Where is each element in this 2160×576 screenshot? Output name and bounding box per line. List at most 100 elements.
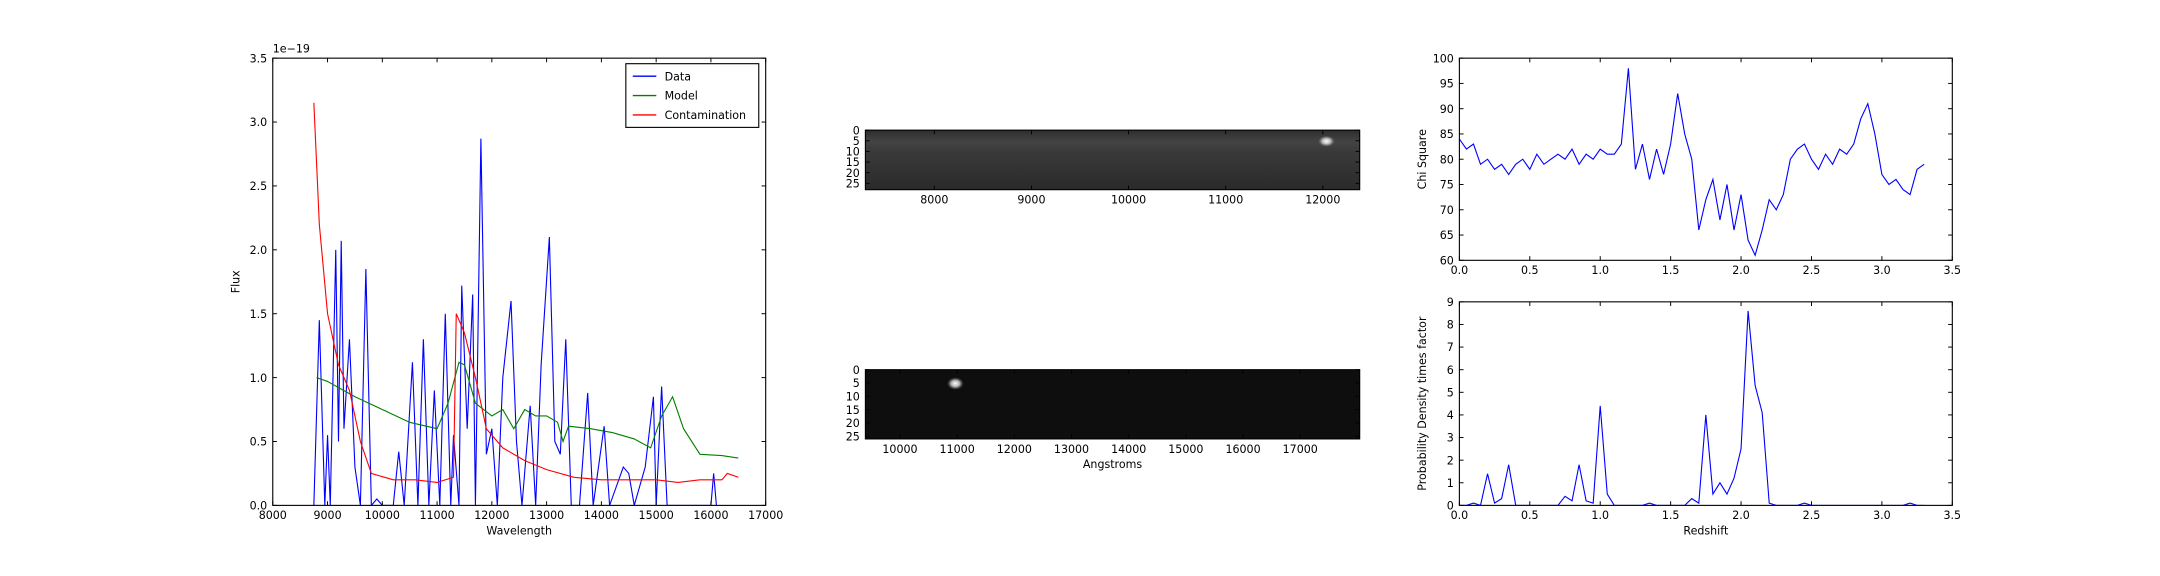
x-tick-label: 8000 <box>920 194 948 207</box>
x-tick-label: 3.5 <box>1944 264 1962 277</box>
x-tick-label: 3.5 <box>1944 509 1962 522</box>
axes-frame <box>864 129 1361 191</box>
y-axis-label: Flux <box>230 270 243 293</box>
y-tick-label: 20 <box>846 167 860 180</box>
offset-label: 1e−19 <box>273 43 310 56</box>
x-tick-label: 12000 <box>997 443 1032 456</box>
x-tick-label: 12000 <box>1305 194 1340 207</box>
chart-panel: 0.0 0.5 1.0 1.5 2.0 2.5 3.0 3.5 60 65 70 75 80 85 90 95… <box>1416 52 1961 277</box>
x-tick-label: 1.5 <box>1662 509 1680 522</box>
y-tick-label: 65 <box>1440 229 1454 242</box>
y-tick-label: 0 <box>1447 500 1454 513</box>
x-tick-label: 2.5 <box>1803 509 1821 522</box>
y-tick-label: 7 <box>1447 341 1454 354</box>
x-tick-label: 0.5 <box>1521 264 1539 277</box>
x-tick-label: 2.0 <box>1732 509 1750 522</box>
chart-panel: 0.0 0.5 1.0 1.5 2.0 2.5 3.0 3.5 0 1 2 3 4 5 6 7 8 9 Redshi… <box>1416 296 1961 537</box>
source-blob <box>1318 135 1335 147</box>
x-tick-label: 16000 <box>693 509 728 522</box>
x-tick-label: 0.0 <box>1451 509 1469 522</box>
data-line <box>1459 68 1925 257</box>
y-axis-label: Chi Square <box>1416 129 1429 189</box>
x-tick-label: 8000 <box>259 509 287 522</box>
x-tick-label: 14000 <box>1111 443 1146 456</box>
y-tick-label: 6 <box>1447 364 1454 377</box>
y-tick-label: 9 <box>1447 296 1454 309</box>
y-tick-label: 100 <box>1433 52 1454 65</box>
y-tick-label: 10 <box>846 390 860 403</box>
x-tick-label: 13000 <box>1054 443 1089 456</box>
y-axis-label: Probability Density times factor <box>1416 316 1429 491</box>
axes-frame <box>1458 57 1953 261</box>
y-tick-label: 0 <box>853 124 860 137</box>
axes-frame <box>864 369 1361 440</box>
y-tick-label: 5 <box>853 135 860 148</box>
y-tick-label: 90 <box>1440 103 1454 116</box>
y-tick-label: 60 <box>1440 254 1454 267</box>
data-line <box>1459 310 1925 506</box>
spectrum-image-bottom <box>865 369 1360 439</box>
x-tick-label: 11000 <box>419 509 454 522</box>
x-tick-label: 17000 <box>748 509 783 522</box>
x-tick-label: 2.0 <box>1732 264 1750 277</box>
y-tick-label: 80 <box>1440 153 1454 166</box>
x-tick-label: 1.0 <box>1591 509 1609 522</box>
legend-label: Model <box>665 90 698 103</box>
x-tick-label: 16000 <box>1225 443 1260 456</box>
y-tick-label: 2 <box>1447 454 1454 467</box>
x-tick-label: 17000 <box>1283 443 1318 456</box>
source-blob <box>947 377 964 390</box>
y-tick-label: 10 <box>846 146 860 159</box>
y-tick-label: 0.0 <box>250 500 268 513</box>
chart-panel: 10000 11000 12000 13000 14000 15000 16000 17000… <box>846 364 1361 471</box>
y-tick-label: 8 <box>1447 319 1454 332</box>
x-tick-label: 10000 <box>365 509 400 522</box>
legend: Data Model Contamination <box>625 63 760 128</box>
spectrum-image-top <box>865 130 1360 190</box>
y-tick-label: 85 <box>1440 128 1454 141</box>
x-tick-label: 11000 <box>940 443 975 456</box>
x-axis-label: Redshift <box>1683 524 1729 537</box>
x-tick-label: 10000 <box>882 443 917 456</box>
x-tick-label: 9000 <box>1017 194 1045 207</box>
y-tick-label: 0.5 <box>250 436 268 449</box>
x-tick-label: 0.5 <box>1521 509 1539 522</box>
y-tick-label: 4 <box>1447 409 1454 422</box>
chart-panel: 8000 9000 10000 11000 12000 13000 14000 15000 16… <box>230 43 784 538</box>
x-tick-label: 11000 <box>1208 194 1243 207</box>
x-tick-label: 3.0 <box>1873 264 1891 277</box>
data-line <box>313 138 717 506</box>
y-tick-label: 3.5 <box>250 52 268 65</box>
data-line <box>316 361 739 459</box>
legend-label: Data <box>665 70 691 83</box>
x-tick-label: 2.5 <box>1803 264 1821 277</box>
y-tick-label: 2.0 <box>250 244 268 257</box>
y-tick-label: 5 <box>1447 386 1454 399</box>
y-tick-label: 5 <box>853 377 860 390</box>
x-tick-label: 9000 <box>313 509 341 522</box>
x-tick-label: 15000 <box>1168 443 1203 456</box>
x-tick-label: 10000 <box>1111 194 1146 207</box>
x-tick-label: 12000 <box>474 509 509 522</box>
data-line <box>313 102 739 483</box>
axes-frame <box>1458 301 1953 506</box>
x-tick-label: 1.0 <box>1591 264 1609 277</box>
y-tick-label: 70 <box>1440 204 1454 217</box>
legend-label: Contamination <box>665 109 746 122</box>
x-tick-label: 13000 <box>529 509 564 522</box>
x-axis-label: Angstroms <box>1083 458 1143 471</box>
y-tick-label: 15 <box>846 404 860 417</box>
y-tick-label: 95 <box>1440 78 1454 91</box>
y-tick-label: 20 <box>846 417 860 430</box>
y-tick-label: 25 <box>846 430 860 443</box>
y-tick-label: 1.0 <box>250 372 268 385</box>
y-tick-label: 0 <box>853 364 860 377</box>
y-tick-label: 3 <box>1447 432 1454 445</box>
y-tick-label: 15 <box>846 156 860 169</box>
y-tick-label: 75 <box>1440 179 1454 192</box>
x-tick-label: 1.5 <box>1662 264 1680 277</box>
axes-frame <box>272 57 767 506</box>
